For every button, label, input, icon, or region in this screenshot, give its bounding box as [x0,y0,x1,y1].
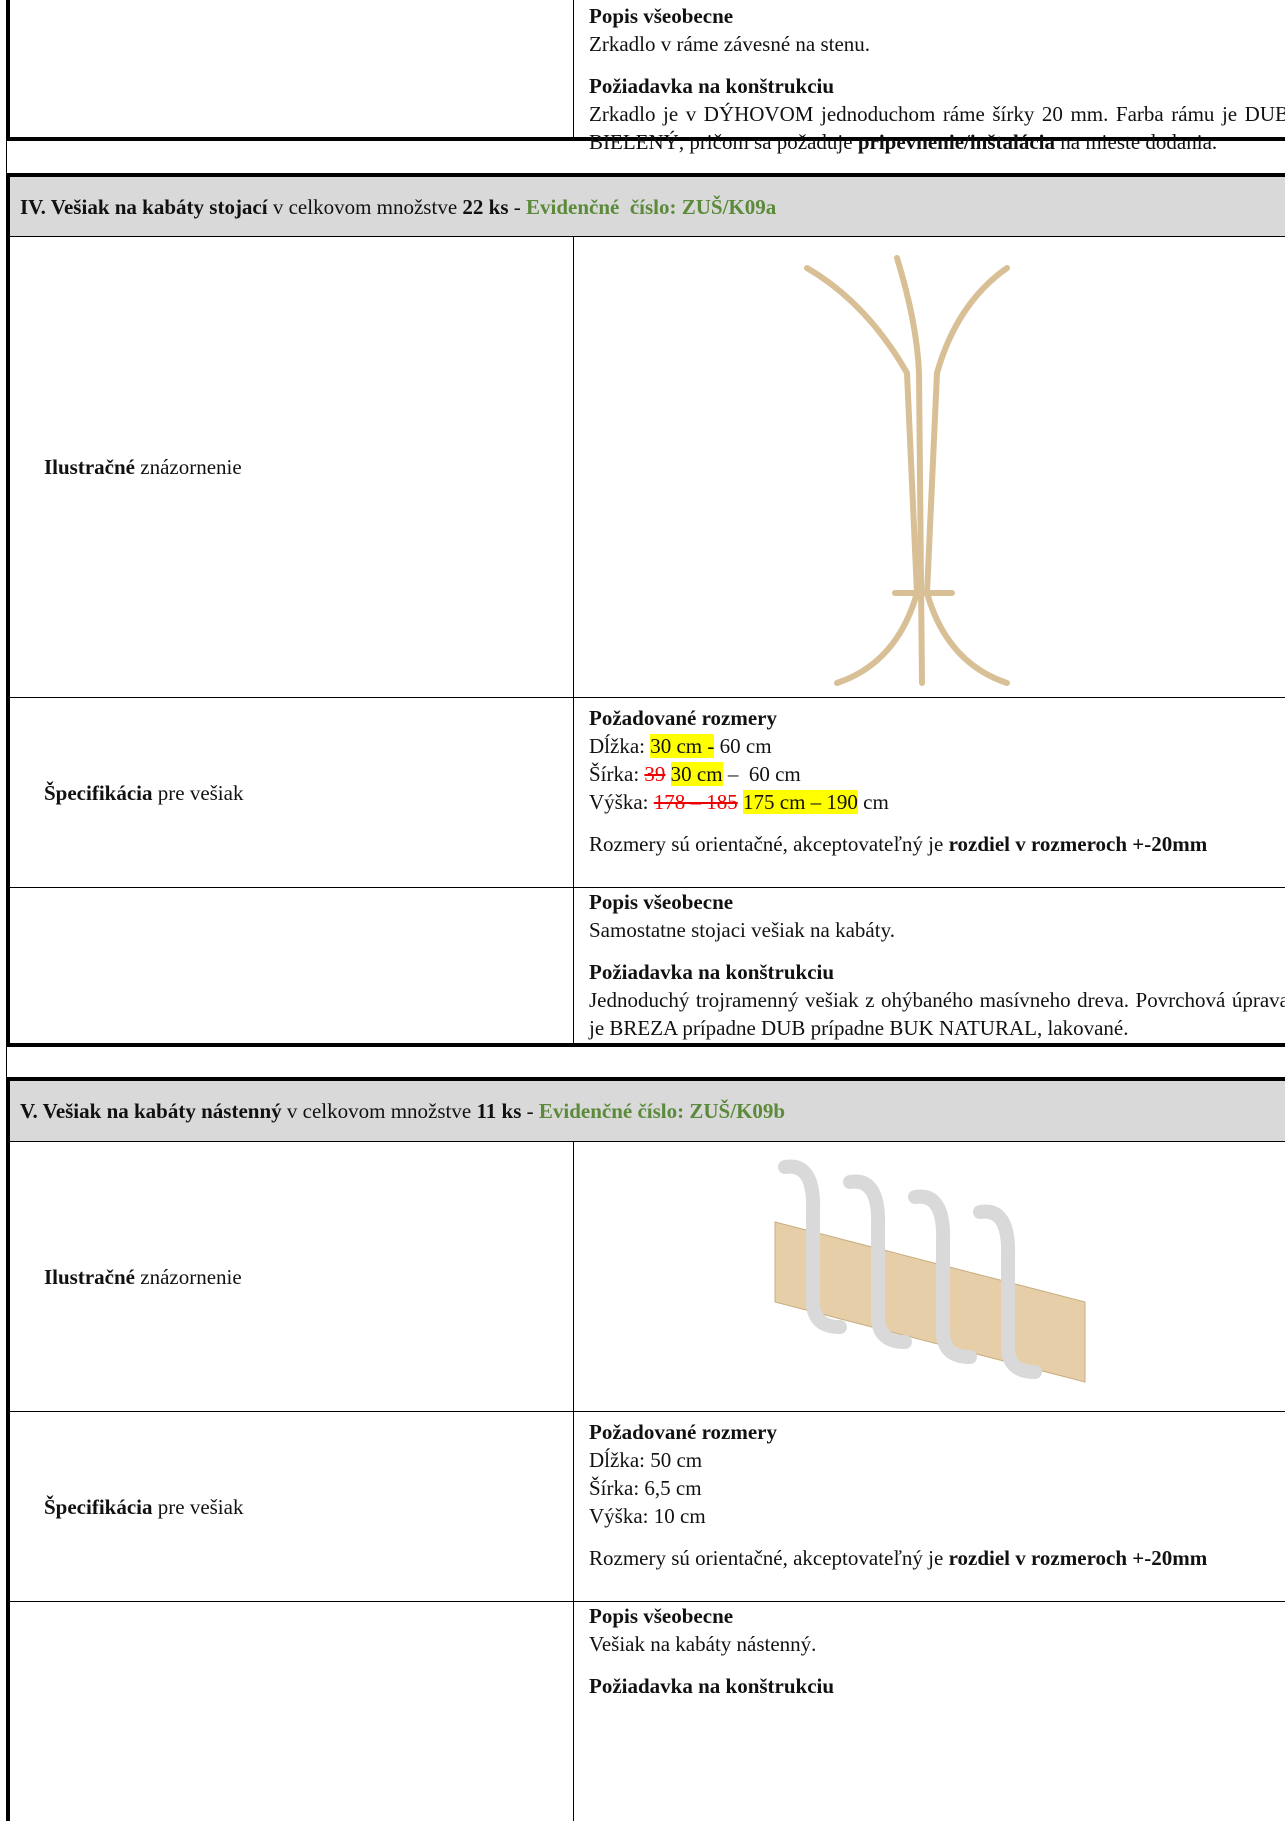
text: 22 ks [462,195,509,219]
text: Požiadavka na konštrukciu [589,1674,835,1698]
cell [10,1602,574,1821]
cell: Špecifikácia pre vešiak [10,698,574,887]
text: v celkovom množstve [272,195,458,219]
description-row: Popis všeobecne Vešiak na kabáty nástenn… [6,1601,1285,1821]
text: Šírka: [589,762,640,786]
cell [575,1142,1285,1411]
text: - [526,1099,534,1123]
text: 178 – 185 [653,790,738,814]
text: pre vešiak [157,1494,244,1519]
section-header: V. Vešiak na kabáty nástenný v celkovom … [6,1077,1285,1141]
cell: Popis všeobecne Vešiak na kabáty nástenn… [575,1602,1285,1821]
text: 30 cm - [650,734,715,758]
block: Zrkadlo je v DÝHOVOM jednoduchom ráme ší… [589,100,1285,156]
text: Špecifikácia [44,1494,153,1519]
text: - [513,195,521,219]
text: Dĺžka: 50 cm [589,1448,703,1472]
text: Ilustračné [44,1264,135,1289]
spec-row: Špecifikácia pre vešiak Požadované rozme… [6,697,1285,887]
text: Šírka: 6,5 cm [589,1476,702,1500]
top-row: Popis všeobecne Zrkadlo v ráme závesné n… [6,0,1285,154]
text: Jednoduchý trojramenný vešiak z ohýbanéh… [589,988,1285,1040]
block: Rozmery sú orientačné, akceptovateľný je… [589,830,1285,858]
text: 175 cm – 190 [743,790,858,814]
block: Požadované rozmery [589,704,1285,732]
text: Zrkadlo v ráme závesné na stenu. [589,32,871,56]
cell: Popis všeobecne Samostatne stojaci vešia… [575,888,1285,1043]
text: Evidenčné číslo: ZUŠ/K09a [526,195,777,219]
text: 39 [644,762,666,786]
text: Požiadavka na konštrukciu [589,960,835,984]
text: Popis všeobecne [589,890,734,914]
gap [6,141,1285,173]
text: Evidenčné číslo: ZUŠ/K09b [538,1099,786,1123]
text: znázornenie [140,455,242,479]
text: – 60 cm [727,762,801,786]
description-row: Popis všeobecne Samostatne stojaci vešia… [6,887,1285,1047]
illustration-row: Ilustračné znázornenie [6,236,1285,697]
text: pre vešiak [157,780,244,805]
block: Výška: 178 – 185 175 cm – 190 cm [589,788,1285,816]
block: Špecifikácia pre vešiak [44,1493,243,1521]
block: Popis všeobecne [589,888,1285,916]
cell: Požadované rozmery Dĺžka: 50 cm Šírka: 6… [575,1412,1285,1601]
block: Ilustračné znázornenie [44,453,242,481]
text: Vešiak na kabáty nástenný. [589,1632,817,1656]
cell: Popis všeobecne Zrkadlo v ráme závesné n… [575,0,1285,154]
block: Požadované rozmery [589,1418,1285,1446]
block: Ilustračné znázornenie [44,1263,242,1291]
text: Požadované rozmery [589,1420,777,1444]
text: rozdiel v rozmeroch +-20mm [948,1546,1208,1570]
section-header: IV. Vešiak na kabáty stojací v celkovom … [6,173,1285,236]
text: Výška: [589,790,649,814]
text: v celkovom množstve [286,1099,472,1123]
text: Popis všeobecne [589,1604,734,1628]
cell [10,0,574,137]
text: 30 cm [670,762,723,786]
text: IV. Vešiak na kabáty stojací [20,195,268,219]
text: Samostatne stojaci vešiak na kabáty. [589,918,895,942]
coat-stand-image [804,255,1010,686]
block: Dĺžka: 30 cm - 60 cm [589,732,1285,760]
text: Požiadavka na konštrukciu [589,74,835,98]
text: Výška: 10 cm [589,1504,706,1528]
text: na mieste dodania. [1060,130,1218,154]
block: Rozmery sú orientačné, akceptovateľný je… [589,1544,1285,1572]
spec-row: Špecifikácia pre vešiak Požadované rozme… [6,1411,1285,1601]
block: Požiadavka na konštrukciu [589,72,1285,100]
cell: Ilustračné znázornenie [10,1142,574,1411]
text: cm [863,790,889,814]
block: Popis všeobecne [589,1602,1285,1630]
text: rozdiel v rozmeroch +-20mm [948,832,1208,856]
text: pripevnenie/inštalácia [857,130,1056,154]
gap [6,1047,1285,1077]
block: Špecifikácia pre vešiak [44,779,243,807]
text: Požadované rozmery [589,706,777,730]
illustration-row: Ilustračné znázornenie [6,1141,1285,1411]
block: Šírka: 39 30 cm – 60 cm [589,760,1285,788]
text: Popis všeobecne [589,4,734,28]
block: Požiadavka na konštrukciu [589,958,1285,986]
text: 60 cm [719,734,772,758]
cell: Špecifikácia pre vešiak [10,1412,574,1601]
text: Zrkadlo je v DÝHOVOM jednoduchom ráme ší… [589,102,1285,154]
block: Požiadavka na konštrukciu [589,1672,1285,1700]
text: Špecifikácia [44,780,153,805]
cell: Ilustračné znázornenie [10,237,574,697]
cell [575,237,1285,697]
wall-rack-image [774,1159,1086,1383]
cell: Požadované rozmery Dĺžka: 30 cm - 60 cm … [575,698,1285,887]
cell [10,888,574,1043]
text: Rozmery sú orientačné, akceptovateľný je [589,832,944,856]
text: V. Vešiak na kabáty nástenný [20,1099,282,1123]
text: Dĺžka: [589,734,645,758]
text: Ilustračné [44,455,135,479]
text: Rozmery sú orientačné, akceptovateľný je [589,1546,944,1570]
text: 11 ks [476,1099,522,1123]
text: znázornenie [140,1264,242,1289]
block: Popis všeobecne [589,2,1285,30]
